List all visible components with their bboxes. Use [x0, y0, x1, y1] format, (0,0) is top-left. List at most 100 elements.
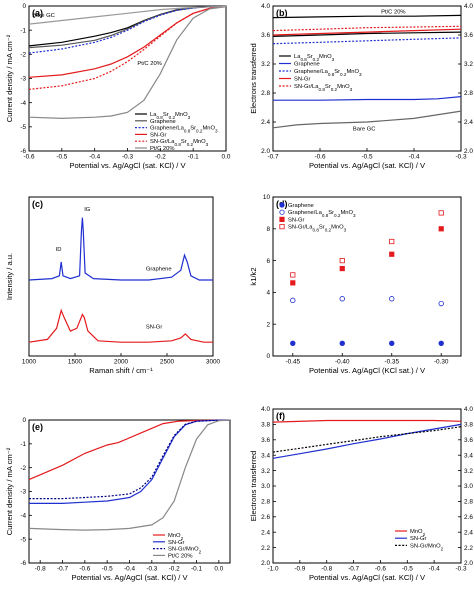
x-tick-label: -0.7 — [267, 154, 278, 161]
x-tick-label: -0.4 — [89, 154, 100, 161]
x-axis-label: Raman shift / cm⁻¹ — [89, 366, 153, 375]
x-tick-label: 3000 — [206, 359, 221, 366]
legend-label: SN-Gr/MnO2 — [410, 543, 444, 551]
y-tick-label: 3.4 — [261, 452, 270, 459]
y-tick-label: -5 — [20, 124, 26, 131]
y-tick-label: 0 — [22, 3, 26, 10]
annotation-ptc: Pt/C 20% — [381, 9, 406, 15]
data-point — [438, 226, 444, 232]
legend-marker — [279, 202, 285, 208]
x-tick-label: -0.2 — [155, 154, 166, 161]
y-axis-label: Electrons transferred — [249, 43, 258, 113]
y-tick-label: -6 — [20, 148, 26, 155]
y-axis-label: Electrons transferred — [249, 451, 258, 521]
x-tick-label: -0.8 — [321, 566, 332, 573]
series-line-5 — [272, 14, 462, 19]
legend-marker — [279, 209, 285, 215]
legend-label: SN-Gr — [150, 132, 166, 138]
series-label-graphene: Graphene — [146, 266, 172, 272]
series-line-1 — [273, 96, 462, 101]
series-line-1 — [29, 419, 230, 504]
x-tick-label: -0.8 — [35, 566, 46, 573]
data-point — [438, 300, 444, 307]
y-tick-label: 2.8 — [261, 90, 270, 97]
x-axis-label: Potential vs. Ag/AgCl (sat. KCl) / V — [71, 573, 188, 582]
legend-label: Graphene/La0.8Sr0.2MnO3 — [288, 210, 356, 218]
y-tick-label: 2.4 — [261, 119, 270, 126]
data-point — [438, 340, 444, 346]
x-tick-label: -0.5 — [361, 154, 372, 161]
data-point — [290, 280, 296, 286]
legend-label: SN-Gr/La0.8Sr0.2MnO3 — [150, 139, 209, 147]
data-point — [389, 251, 395, 257]
data-point — [290, 340, 296, 346]
y-tick-label: -3 — [20, 489, 26, 496]
x-tick-label: -0.6 — [79, 566, 90, 573]
x-axis-label: Potential vs. Ag/AgCl (KCl sat.) / V — [309, 366, 426, 375]
y-tick-label-right: 3.4 — [464, 452, 473, 459]
legend-label: Graphene — [288, 203, 314, 209]
y-tick-label-right: 2.0 — [464, 560, 473, 567]
series-line-3 — [28, 6, 227, 78]
x-tick-label: -0.3 — [455, 154, 466, 161]
series-line-6 — [28, 5, 227, 25]
series-line-2 — [272, 37, 462, 45]
series-line-4 — [272, 25, 462, 32]
y-tick-label: 2.0 — [261, 148, 270, 155]
y-tick-label: -3 — [20, 76, 26, 83]
legend-label: SN-Gr — [168, 540, 184, 546]
panel-label: (e) — [32, 422, 43, 432]
y-tick-label: 8 — [266, 226, 270, 233]
y-tick-label: 0 — [266, 353, 270, 360]
x-tick-label: 0.0 — [222, 154, 231, 161]
y-tick-label: 3.2 — [261, 61, 270, 68]
x-tick-label: -0.4 — [429, 566, 440, 573]
y-tick-label-right: 3.6 — [464, 32, 473, 39]
panel-c: 1000 1500 2000 2500 3000 (c) Raman shift / cm⁻… — [5, 196, 221, 375]
legend-label: SN-Gr — [294, 77, 310, 83]
series-line-0 — [272, 31, 462, 37]
y-tick-label: 4.0 — [261, 406, 270, 413]
y-tick-label-right: 3.2 — [464, 468, 473, 475]
panel-label: (a) — [32, 8, 43, 18]
series-line-1 — [272, 423, 462, 459]
x-tick-label: -1.0 — [267, 566, 278, 573]
data-point — [339, 296, 345, 302]
legend-marker — [279, 216, 285, 222]
data-point — [339, 265, 345, 272]
y-tick-label-right: 2.4 — [464, 529, 473, 536]
plot-frame — [272, 408, 462, 564]
series-line-3 — [272, 28, 462, 36]
y-tick-label-right: 3.0 — [464, 483, 473, 490]
series-line-2 — [272, 426, 462, 453]
y-tick-label: -2 — [20, 52, 26, 59]
legend-label: SN-Gr/La0.8Sr0.2MnO3 — [288, 225, 347, 233]
x-tick-label: -0.3 — [122, 154, 133, 161]
legend-label: MnO2 — [168, 533, 184, 541]
legend-label: SN-Gr — [288, 217, 304, 223]
legend-label: SN-Gr/La0.8Sr0.2MnO3 — [294, 84, 353, 92]
x-tick-label: -0.7 — [57, 566, 68, 573]
x-tick-label: -0.2 — [169, 566, 180, 573]
y-tick-label: 2.4 — [261, 529, 270, 536]
y-axis-label: Current density / mA cm⁻² — [5, 34, 14, 122]
x-tick-label: -0.6 — [314, 154, 325, 161]
panel-a: -0.6 -0.5 -0.4 -0.3 -0.2 -0.1 0.0 -6 -5 -4 -3 -2 -1 0… — [5, 3, 231, 170]
y-tick-label-right: 3.6 — [464, 437, 473, 444]
y-tick-label: 6 — [266, 258, 270, 265]
y-tick-label-right: 2.6 — [464, 514, 473, 521]
series-line-3 — [28, 419, 231, 531]
x-tick-label: -0.1 — [188, 154, 199, 161]
x-tick-label: -0.45 — [286, 359, 301, 366]
x-tick-label: -0.4 — [408, 154, 419, 161]
plot-frame — [272, 196, 462, 357]
data-point — [389, 340, 395, 346]
legend-label: Pt/C 20% — [168, 553, 193, 559]
x-tick-label: -0.6 — [23, 154, 34, 161]
peak-label-g: IG — [84, 207, 91, 213]
x-tick-label: 0.0 — [214, 566, 223, 573]
y-tick-label: -6 — [20, 560, 26, 567]
x-tick-label: 1000 — [22, 359, 37, 366]
data-point — [339, 340, 345, 346]
y-tick-label: -5 — [20, 536, 26, 543]
